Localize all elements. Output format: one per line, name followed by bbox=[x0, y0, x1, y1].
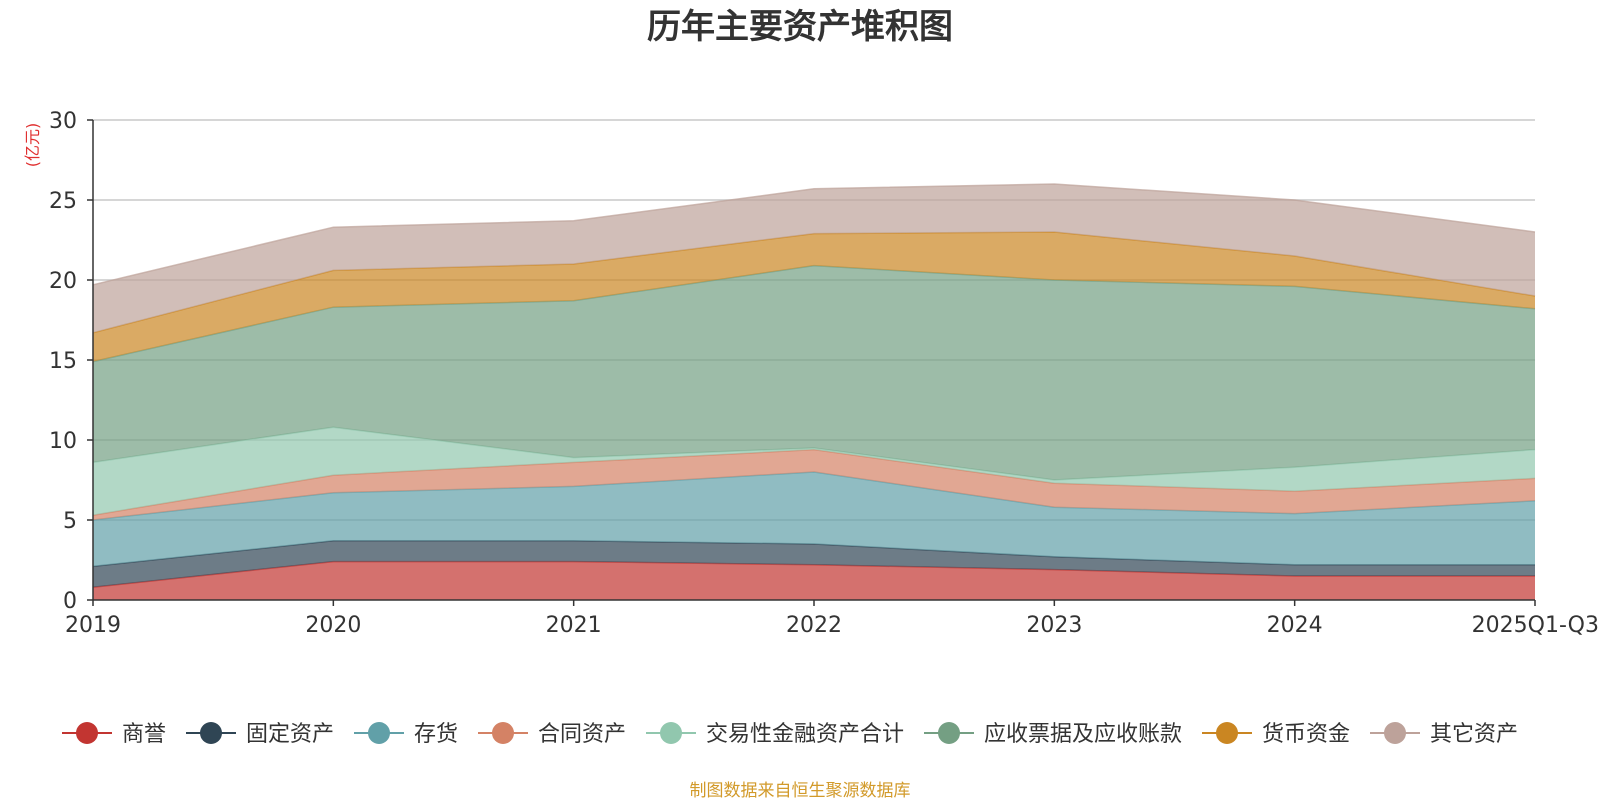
legend-item-1: 商誉 bbox=[62, 722, 166, 747]
x-tick-label: 2019 bbox=[65, 613, 121, 638]
x-tick-label: 2021 bbox=[546, 613, 602, 638]
legend-item-3: 存货 bbox=[354, 722, 458, 747]
x-tick-label: 2022 bbox=[786, 613, 842, 638]
legend-marker-icon bbox=[76, 722, 98, 744]
chart-title: 历年主要资产堆积图 bbox=[647, 7, 953, 47]
x-tick-label: 2023 bbox=[1026, 613, 1082, 638]
legend-label: 货币资金 bbox=[1262, 722, 1350, 747]
y-tick-label: 0 bbox=[63, 589, 77, 614]
legend-item-6: 应收票据及应收账款 bbox=[924, 722, 1182, 747]
legend: 商誉 固定资产 存货 合同资产 交易性金融资产合计 应收票据及应收账款 货币资金 其它资产 bbox=[62, 722, 1518, 747]
y-tick-label: 25 bbox=[49, 189, 77, 214]
area-layer bbox=[92, 183, 1536, 600]
legend-label: 商誉 bbox=[122, 722, 166, 747]
area-series-4 bbox=[93, 449, 1535, 520]
legend-item-7: 货币资金 bbox=[1202, 722, 1350, 747]
legend-item-2: 固定资产 bbox=[186, 722, 334, 747]
y-tick-label: 5 bbox=[63, 509, 77, 534]
y-tick-label: 10 bbox=[49, 429, 77, 454]
legend-marker-icon bbox=[660, 722, 682, 744]
data-source-note: 制图数据来自恒生聚源数据库 bbox=[690, 781, 911, 800]
y-tick-label: 30 bbox=[49, 109, 77, 134]
legend-item-4: 合同资产 bbox=[478, 722, 626, 747]
legend-label: 交易性金融资产合计 bbox=[706, 722, 904, 747]
legend-label: 存货 bbox=[414, 722, 458, 747]
legend-marker-icon bbox=[368, 722, 390, 744]
area-edge-series-8 bbox=[92, 183, 1536, 286]
area-series-6 bbox=[93, 265, 1535, 480]
area-series-8 bbox=[93, 184, 1535, 333]
legend-marker-icon bbox=[200, 722, 222, 744]
legend-label: 其它资产 bbox=[1430, 722, 1518, 747]
legend-label: 应收票据及应收账款 bbox=[984, 722, 1182, 747]
x-tick-label: 2024 bbox=[1267, 613, 1323, 638]
legend-item-5: 交易性金融资产合计 bbox=[646, 722, 904, 747]
legend-marker-icon bbox=[492, 722, 514, 744]
area-series-5 bbox=[93, 427, 1535, 516]
area-series-1 bbox=[93, 561, 1535, 600]
legend-marker-icon bbox=[938, 722, 960, 744]
x-tick-label: 2020 bbox=[305, 613, 361, 638]
y-tick-label: 15 bbox=[49, 349, 77, 374]
legend-label: 固定资产 bbox=[246, 722, 334, 747]
legend-marker-icon bbox=[1384, 722, 1406, 744]
y-tick-label: 20 bbox=[49, 269, 77, 294]
legend-item-8: 其它资产 bbox=[1370, 722, 1518, 747]
area-series-2 bbox=[93, 540, 1535, 588]
x-tick-label: 2025Q1-Q3 bbox=[1472, 613, 1599, 638]
area-series-3 bbox=[93, 472, 1535, 567]
axes: 0 5 10 15 20 25 30 2019 2020 2021 2022 2023 2024 2025… bbox=[49, 109, 1599, 638]
y-axis-unit-label: (亿元) bbox=[23, 123, 42, 168]
area-series-7 bbox=[93, 232, 1535, 362]
legend-marker-icon bbox=[1216, 722, 1238, 744]
legend-label: 合同资产 bbox=[538, 722, 626, 747]
